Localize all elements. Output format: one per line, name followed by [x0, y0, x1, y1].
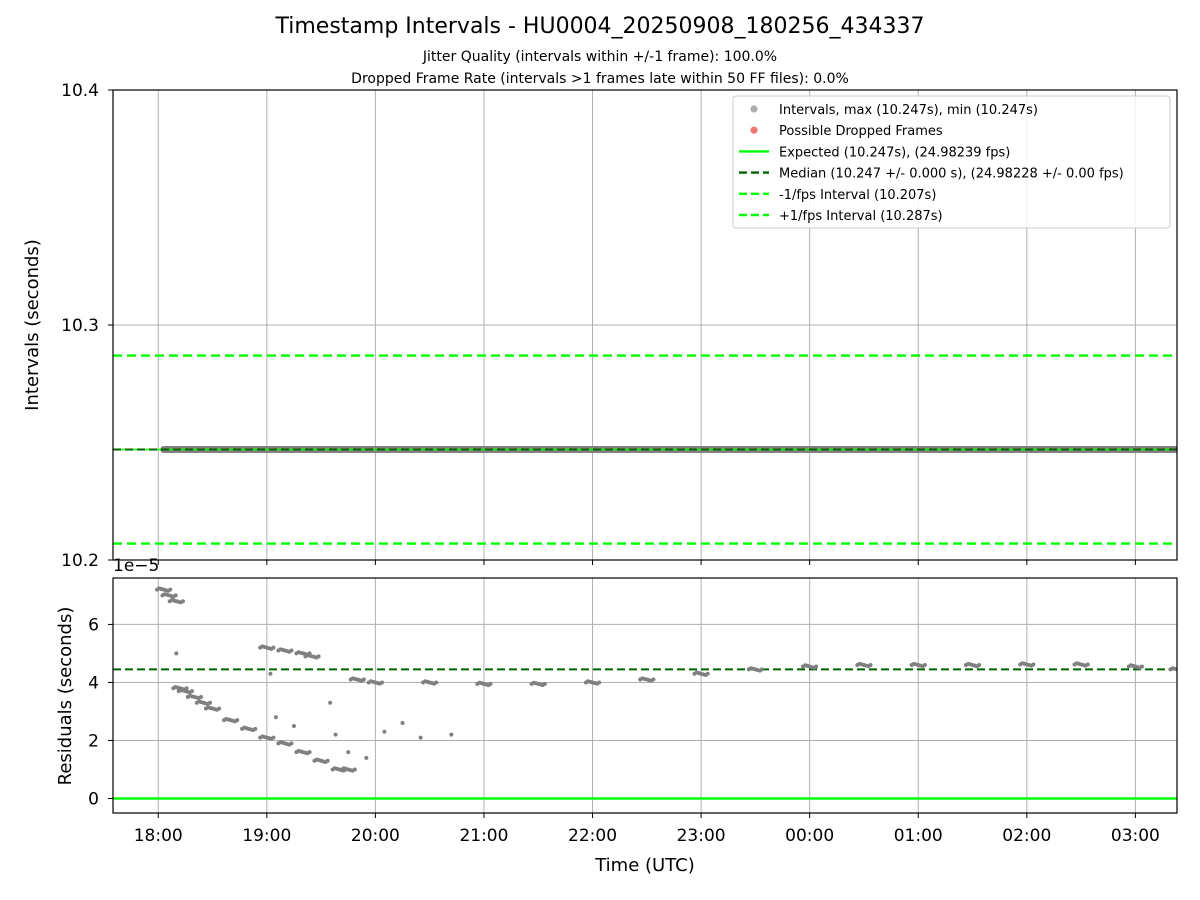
legend: Intervals, max (10.247s), min (10.247s) P…	[732, 95, 1171, 229]
bottom-panel-frame	[112, 577, 1178, 814]
residual-point	[217, 706, 222, 711]
legend-box	[732, 95, 1171, 229]
residual-point	[325, 758, 330, 763]
x-tick-label: 21:00	[459, 826, 508, 846]
residual-point	[333, 732, 338, 737]
residual-point	[705, 671, 710, 676]
residual-point	[273, 715, 278, 720]
x-tick-label: 02:00	[1002, 826, 1051, 846]
residual-point	[316, 654, 321, 659]
bottom-y-tick-label: 6	[88, 615, 99, 635]
top-y-tick-label: 10.4	[61, 81, 99, 101]
x-tick-label: 01:00	[894, 826, 943, 846]
x-tick-label: 19:00	[242, 826, 291, 846]
top-y-tick-label: 10.3	[61, 316, 99, 336]
residual-point	[814, 664, 819, 669]
bottom-y-tick-label: 0	[88, 789, 99, 809]
residual-point	[400, 721, 405, 726]
residual-point	[977, 663, 982, 668]
residual-point	[597, 680, 602, 685]
residual-point	[235, 718, 240, 723]
x-tick-label: 23:00	[677, 826, 726, 846]
bottom-panel-lines	[113, 668, 1177, 800]
bottom-y-tick-label: 4	[88, 673, 99, 693]
legend-marker	[750, 105, 758, 113]
jitter-quality-subtitle: Jitter Quality (intervals within +/-1 fr…	[422, 49, 778, 65]
residual-point	[364, 755, 369, 760]
chart-title: Timestamp Intervals - HU0004_20250908_18…	[275, 14, 925, 39]
residual-point	[1182, 667, 1186, 671]
residual-point	[449, 732, 454, 737]
residual-point	[379, 680, 384, 685]
top-panel-lines	[113, 354, 1177, 545]
residual-point	[1179, 669, 1183, 673]
residual-point	[434, 680, 439, 685]
residual-point	[418, 735, 423, 740]
dropped-frame-subtitle: Dropped Frame Rate (intervals >1 frames …	[351, 71, 849, 87]
residual-point	[289, 648, 294, 653]
legend-label: Intervals, max (10.247s), min (10.247s)	[779, 103, 1038, 118]
x-tick-label: 00:00	[785, 826, 834, 846]
residual-point	[173, 593, 178, 598]
residual-point	[361, 677, 366, 682]
residual-point	[1085, 662, 1090, 667]
bottom-y-axis-label: Residuals (seconds)	[55, 607, 76, 786]
top-panel-ticks: 10.2 10.3 10.4	[61, 81, 1136, 571]
x-axis-label: Time (UTC)	[594, 855, 695, 876]
residual-point	[180, 599, 185, 604]
legend-label: -1/fps Interval (10.207s)	[779, 188, 936, 203]
x-tick-label: 22:00	[568, 826, 617, 846]
residual-point	[922, 663, 927, 668]
legend-label: +1/fps Interval (10.287s)	[779, 209, 943, 224]
x-tick-label: 03:00	[1111, 826, 1160, 846]
residual-point	[289, 741, 294, 746]
residual-point	[382, 729, 387, 734]
bottom-panel-ticks: 18:00 19:00 20:00 21:00 22:00 23:00 00:00 01:00…	[88, 615, 1160, 846]
residual-point	[199, 694, 204, 699]
bottom-panel-grid	[113, 578, 1177, 813]
residual-point	[542, 681, 547, 686]
legend-label: Possible Dropped Frames	[779, 124, 943, 139]
residual-point	[1139, 664, 1144, 669]
residual-point	[328, 700, 333, 705]
residual-point	[759, 667, 764, 672]
residual-point	[651, 677, 656, 682]
legend-label: Expected (10.247s), (24.98239 fps)	[779, 145, 1010, 160]
legend-marker	[750, 126, 758, 134]
residual-point	[346, 750, 351, 755]
residual-point	[352, 767, 357, 772]
residual-point	[271, 735, 276, 740]
x-tick-label: 18:00	[134, 826, 183, 846]
x-tick-label: 20:00	[351, 826, 400, 846]
residual-point	[208, 700, 213, 705]
residual-points	[155, 586, 1186, 773]
residual-point	[291, 723, 296, 728]
top-y-tick-label: 10.2	[61, 551, 99, 571]
residual-point	[168, 587, 173, 592]
residual-point	[253, 726, 258, 731]
bottom-y-tick-label: 2	[88, 731, 99, 751]
legend-label: Median (10.247 +/- 0.000 s), (24.98228 +…	[779, 167, 1124, 182]
top-y-axis-label: Intervals (seconds)	[22, 239, 43, 411]
residual-point	[174, 651, 179, 656]
offset-label: 1e−5	[113, 556, 159, 576]
residual-point	[189, 689, 194, 694]
residual-point	[1031, 662, 1036, 667]
residual-point	[271, 645, 276, 650]
residual-point	[268, 671, 273, 676]
residual-point	[488, 681, 493, 686]
residual-point	[1177, 668, 1181, 672]
residual-point	[307, 750, 312, 755]
residual-point	[868, 663, 873, 668]
